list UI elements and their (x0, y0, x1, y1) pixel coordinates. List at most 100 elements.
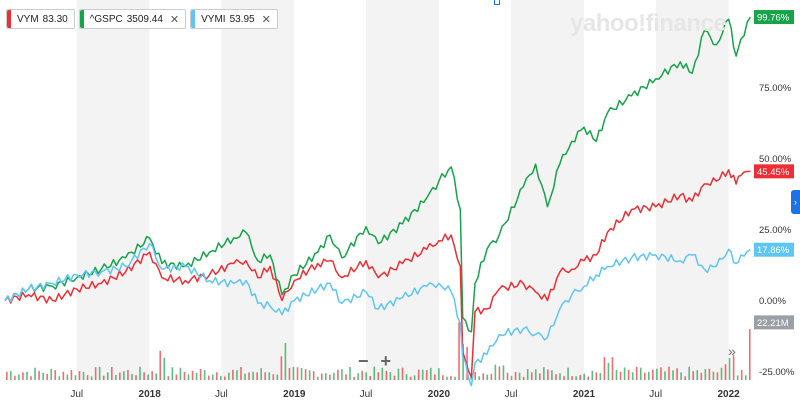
volume-bar (740, 369, 743, 380)
volume-bar (70, 369, 73, 380)
volume-bar (171, 367, 174, 380)
volume-bar (123, 371, 125, 380)
volume-bar (127, 369, 129, 380)
series-line-gspc[interactable] (4, 16, 752, 333)
volume-bar (591, 370, 594, 380)
volume-bar (728, 357, 731, 380)
volume-bar (522, 376, 525, 380)
close-icon[interactable]: ✕ (261, 13, 271, 26)
volume-bar (510, 375, 513, 380)
legend-swatch-vym (7, 10, 11, 28)
volume-bar (486, 374, 489, 380)
legend-chip-vym[interactable]: VYM 83.30 (6, 9, 75, 29)
volume-bar (228, 372, 230, 380)
volume-bar (712, 371, 715, 380)
y-tick-label: 75.00% (759, 83, 792, 94)
legend-chip-gspc[interactable]: ^GSPC 3509.44 ✕ (78, 9, 187, 29)
volume-bar (724, 364, 727, 380)
x-tick-label: 2018 (139, 389, 162, 400)
x-tick-label: 2021 (573, 389, 596, 400)
volume-bar (82, 371, 85, 380)
volume-bar (652, 369, 654, 380)
volume-bar (748, 329, 751, 380)
volume-bar (345, 374, 347, 380)
volume-bar (349, 366, 351, 380)
volume-bar (543, 367, 545, 380)
range-marker[interactable] (494, 0, 500, 5)
volume-bar (54, 370, 57, 380)
volume-bar (248, 372, 250, 380)
volume-bar (559, 373, 561, 380)
volume-bar (288, 367, 291, 380)
expand-icon[interactable]: » (728, 343, 736, 359)
volume-bar (417, 369, 420, 380)
shaded-band (76, 0, 150, 380)
volume-bar (534, 369, 537, 380)
volume-bar (183, 372, 186, 380)
legend-value: 3509.44 (126, 13, 163, 25)
volume-bar (280, 356, 283, 380)
volume-bar (704, 369, 707, 380)
zoom-out-button[interactable]: − (358, 351, 369, 371)
volume-badge-bg (754, 315, 794, 330)
volume-bar (252, 371, 254, 380)
close-icon[interactable]: ✕ (169, 13, 180, 26)
volume-bar (308, 370, 311, 380)
series-line-vymi[interactable] (4, 242, 751, 387)
volume-bar (276, 374, 279, 380)
legend-chip-vymi[interactable]: VYMI 53.95 ✕ (190, 9, 278, 29)
volume-bar (668, 366, 670, 380)
x-tick-label: 2020 (428, 389, 451, 400)
volume-bar (191, 370, 194, 380)
zoom-in-button[interactable]: + (380, 351, 392, 371)
volume-bar (26, 371, 28, 380)
volume-bar (22, 372, 24, 380)
volume-bar (94, 367, 97, 380)
volume-bar (563, 376, 565, 380)
volume-bar (115, 375, 117, 380)
volume-bar (78, 371, 81, 380)
volume-bar (603, 357, 606, 380)
volume-bar (676, 368, 678, 380)
volume-bar (381, 367, 384, 380)
volume-bar (611, 357, 614, 380)
volume-bar (139, 366, 141, 380)
volume-bar (498, 366, 501, 380)
volume-bar (482, 373, 485, 380)
volume-bar (46, 374, 48, 380)
shaded-band (366, 0, 439, 380)
volume-bar (462, 343, 464, 380)
volume-bar (260, 368, 262, 380)
volume-bar (696, 370, 699, 380)
series-line-vym[interactable] (4, 169, 751, 378)
x-tick-label: Jul (215, 389, 228, 400)
volume-bar (90, 376, 93, 380)
volume-bar (615, 370, 618, 380)
volume-bar (450, 376, 452, 380)
volume-bar (106, 372, 109, 380)
chevron-right-icon[interactable]: › (791, 190, 800, 214)
volume-bar (389, 372, 392, 380)
volume-bar (195, 372, 198, 380)
last-value-badge: 99.76% (757, 13, 790, 24)
volume-bar (143, 372, 145, 380)
volume-bar (623, 367, 626, 380)
volume-bar (442, 375, 444, 380)
volume-bar (215, 372, 218, 380)
y-tick-label: 0.00% (759, 296, 786, 307)
legend-swatch-gspc (79, 10, 84, 28)
volume-bar (365, 372, 367, 380)
volume-bar (50, 368, 53, 380)
volume-bar (595, 372, 598, 380)
volume-bar (312, 371, 315, 380)
volume-bar (30, 376, 32, 380)
volume-bar (316, 376, 319, 380)
x-tick-label: 2022 (717, 389, 740, 400)
volume-bar (187, 374, 190, 380)
volume-bar (454, 376, 456, 380)
volume-bar (220, 376, 222, 380)
volume-bar (635, 366, 638, 380)
x-tick-label: Jul (70, 389, 83, 400)
